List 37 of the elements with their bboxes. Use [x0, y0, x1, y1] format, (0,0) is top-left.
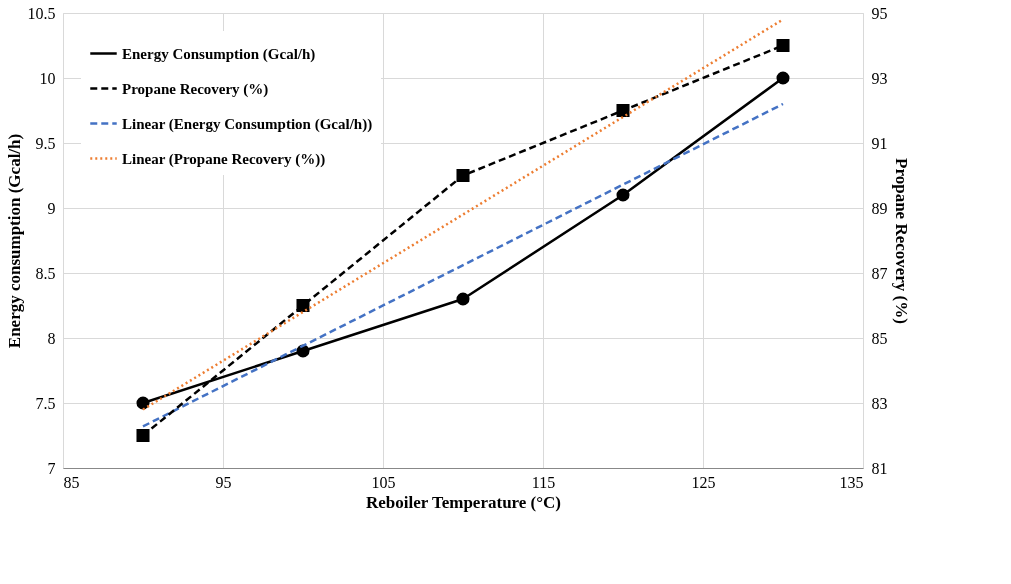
- y-tick-label: 10.5: [27, 4, 56, 22]
- x-tick-label: 125: [691, 473, 716, 491]
- point: [776, 71, 790, 85]
- y-tick-label: 8: [47, 329, 56, 347]
- legend-label: Linear (Propane Recovery (%)): [122, 150, 326, 168]
- y2-tick-label: 95: [871, 4, 888, 22]
- y-axis-title: Energy consumption (Gcal/h): [4, 133, 24, 349]
- y-tick-label: 10: [39, 69, 56, 87]
- x-tick-label: 135: [839, 473, 864, 491]
- y-tick-label: 9.5: [35, 134, 56, 152]
- point: [616, 188, 630, 202]
- legend-label: Linear (Energy Consumption (Gcal/h)): [122, 115, 373, 133]
- y2-tick-label: 85: [871, 329, 888, 347]
- x-tick-label: 115: [531, 473, 556, 491]
- point: [776, 38, 790, 53]
- legend-label: Propane Recovery (%): [122, 80, 269, 98]
- point: [456, 292, 470, 306]
- y2-axis-title: Propane Recovery (%): [891, 158, 911, 324]
- x-tick-label: 85: [63, 473, 80, 491]
- point: [296, 298, 310, 313]
- point: [136, 428, 150, 443]
- y-tick-label: 7.5: [35, 394, 56, 412]
- x-tick-label: 95: [215, 473, 232, 491]
- x-axis-title: Reboiler Temperature (°C): [365, 492, 562, 512]
- y2-tick-label: 87: [871, 264, 888, 282]
- y2-tick-label: 93: [871, 69, 888, 87]
- legend-label: Energy Consumption (Gcal/h): [122, 45, 316, 63]
- point: [616, 103, 630, 118]
- y2-tick-label: 91: [871, 134, 888, 152]
- point: [456, 168, 470, 183]
- y-tick-label: 9: [47, 199, 56, 217]
- y-tick-label: 7: [47, 459, 56, 477]
- y2-tick-label: 89: [871, 199, 888, 217]
- x-tick-label: 105: [371, 473, 396, 491]
- y-tick-label: 8.5: [35, 264, 56, 282]
- y2-tick-label: 83: [871, 394, 888, 412]
- y2-tick-label: 81: [871, 459, 888, 477]
